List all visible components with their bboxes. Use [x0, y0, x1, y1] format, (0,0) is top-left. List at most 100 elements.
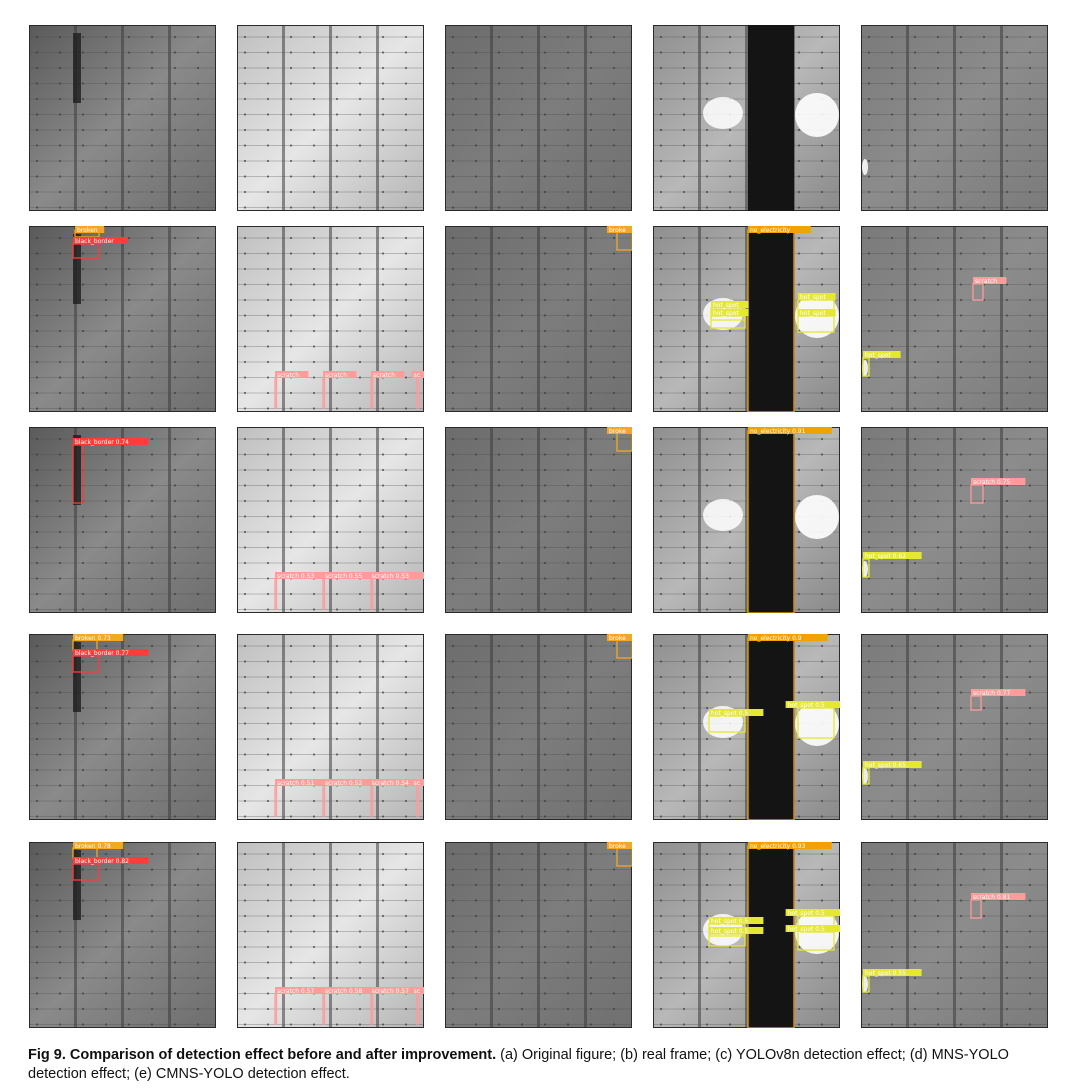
bbox-label: broken 0.78 [75, 843, 111, 850]
el-image: scratch 0.53 scratch 0.55 scratch 0.53 [237, 427, 424, 613]
detection-box: black_border 0.82 [72, 857, 149, 881]
bbox-label: hot_spot 0.5 [788, 702, 825, 709]
bbox-label-bg [371, 371, 405, 378]
bbox-label: hot_spot [713, 310, 739, 317]
el-image: broken 0.73 black_border 0.77 [29, 634, 216, 820]
bbox-label-bg [275, 572, 330, 579]
bbox-label-bg [863, 761, 922, 768]
detection-box: scratch 0.58 [322, 987, 378, 1025]
bbox-label-bg [607, 226, 632, 233]
el-image [445, 25, 632, 211]
bbox-label: scratch 0.51 [277, 780, 314, 787]
bbox-label: scratch 0.75 [973, 479, 1010, 486]
panel-a-3 [445, 25, 632, 211]
bbox-label: hot_spot 0.5 [788, 926, 825, 933]
el-image [653, 25, 840, 211]
bbox-label-bg [748, 842, 832, 849]
bbox-label-bg [709, 709, 764, 716]
el-image: broken 0.78 black_border 0.82 [29, 842, 216, 1028]
el-image: scratch 0.51 scratch 0.52 scratch 0.54 sc [237, 634, 424, 820]
detection-box: broke [607, 634, 632, 659]
bbox-label: scratch 0.53 [372, 573, 409, 580]
bbox-label: hot_spot 0.55 [865, 970, 906, 977]
bbox-label: hot_spot [865, 352, 891, 359]
bbox-label: no_electricity [750, 227, 791, 234]
panel-d-3: broke [445, 634, 632, 820]
bbox-label: broke [609, 428, 626, 435]
panel-a-5 [861, 25, 1048, 211]
bbox-label-bg [711, 301, 749, 308]
bbox-label-bg [971, 893, 1026, 900]
bbox-label-bg [73, 634, 124, 641]
bbox-label: scratch 0.53 [277, 573, 314, 580]
bbox-label: black_border 0.82 [75, 858, 129, 865]
detection-box: broke [607, 226, 632, 251]
bbox-label-bg [798, 309, 836, 316]
bbox-label-bg [709, 927, 764, 934]
panel-b-2: scratch scratch scratch sc [237, 226, 424, 412]
el-image: broke [445, 842, 632, 1028]
detection-box: scratch 0.53 [369, 572, 424, 610]
el-image: broken black_border [29, 226, 216, 412]
el-image: no_electricity 0.93 hot_spot 0.5 hot_spot … [653, 842, 840, 1028]
bbox-label: scratch [277, 372, 299, 379]
detection-box: scratch 0.55 [322, 572, 378, 610]
bbox-label-bg [971, 689, 1026, 696]
bbox-label: black_border 0.77 [75, 650, 129, 657]
panel-c-2: scratch 0.53 scratch 0.55 scratch 0.53 [237, 427, 424, 613]
detection-box: hot_spot 0.55 [862, 969, 922, 993]
detection-box: hot_spot 0.5 [708, 927, 764, 947]
caption-label: Fig 9. [28, 1047, 66, 1063]
bbox-label-bg [711, 309, 749, 316]
bbox-label: hot_spot 0.5 [711, 710, 748, 717]
detection-box: black_border 0.77 [72, 649, 149, 673]
el-image: scratch 0.75 hot_spot 0.62 [861, 427, 1048, 613]
bbox-label-bg [863, 552, 922, 559]
detection-box: hot_spot 0.5 [785, 925, 840, 951]
detection-box: no_electricity 0.91 [747, 427, 832, 613]
bbox-label-bg [323, 779, 378, 786]
el-image: broke [445, 427, 632, 613]
el-image: no_electricity 0.91 [653, 427, 840, 613]
detection-box: hot_spot [797, 309, 836, 333]
panel-e-2: scratch 0.57 scratch 0.58 scratch 0.57 sc [237, 842, 424, 1028]
bbox-label-bg [73, 842, 124, 849]
detection-box: scratch 0.54 [369, 779, 424, 817]
detection-box: hot_spot [862, 351, 901, 377]
detection-box: scratch [972, 277, 1007, 301]
detection-box: scratch 0.57 [369, 987, 424, 1025]
el-image: no_electricityhot_spothot_spothot_spotho… [653, 226, 840, 412]
detection-box: hot_spot 0.62 [862, 552, 922, 578]
panel-a-1 [29, 25, 216, 211]
panel-d-5: scratch 0.77 hot_spot 0.65 [861, 634, 1048, 820]
bbox-label-bg [323, 371, 357, 378]
bbox-label-bg [971, 478, 1026, 485]
detection-box: scratch 0.81 [970, 893, 1026, 919]
bbox-label-bg [275, 779, 330, 786]
bbox-label-bg [275, 371, 309, 378]
detection-box: no_electricity [747, 226, 811, 412]
bbox-label-bg [798, 293, 836, 300]
bbox-label: no_electricity 0.9 [750, 635, 802, 642]
bbox-label: scratch 0.57 [277, 988, 314, 995]
panel-c-5: scratch 0.75 hot_spot 0.62 [861, 427, 1048, 613]
bbox-label: no_electricity 0.93 [750, 843, 806, 850]
bbox-label: broke [609, 843, 626, 850]
bbox-label: hot_spot 0.5 [711, 928, 748, 935]
bbox-label: black_border [75, 238, 114, 245]
el-image: scratch 0.57 scratch 0.58 scratch 0.57 sc [237, 842, 424, 1028]
bbox-label-bg [863, 351, 901, 358]
detection-box: scratch 0.53 [274, 572, 330, 610]
bbox-label-bg [369, 987, 424, 994]
bbox-label: scratch 0.77 [973, 690, 1010, 697]
panel-b-4: no_electricity hot_spot hot_spot hot_spot ho… [653, 226, 840, 412]
el-image: broke [445, 226, 632, 412]
bbox-label-bg [748, 634, 828, 641]
bbox-label: scratch 0.52 [325, 780, 362, 787]
bbox-label: scratch 0.58 [325, 988, 362, 995]
el-image: scratch scratch scratch sc [237, 226, 424, 412]
el-image: broke [445, 634, 632, 820]
panel-c-3: broke [445, 427, 632, 613]
detection-box: hot_spot 0.5 [785, 701, 840, 739]
bbox-label: no_electricity 0.91 [750, 428, 806, 435]
